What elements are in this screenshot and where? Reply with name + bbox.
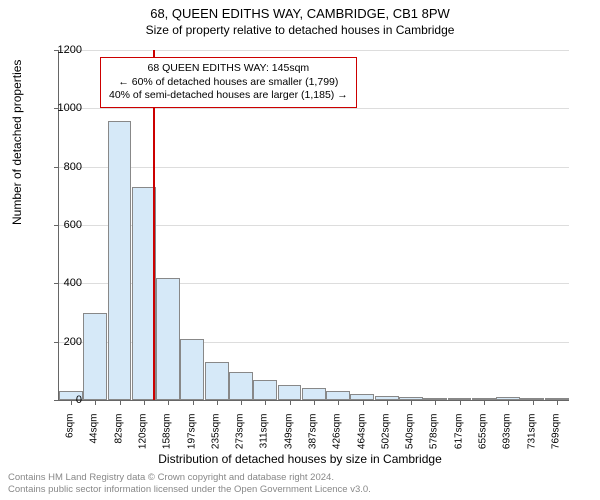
ytick-label: 600 [52,219,82,231]
xtick-mark [144,400,145,405]
xtick-label: 655sqm [478,414,489,464]
xtick-label: 273sqm [235,414,246,464]
y-axis-title: Number of detached properties [10,60,24,225]
xtick-label: 82sqm [113,414,124,464]
xtick-mark [290,400,291,405]
ytick-label: 1000 [52,102,82,114]
xtick-mark [168,400,169,405]
xtick-label: 158sqm [162,414,173,464]
xtick-label: 540sqm [405,414,416,464]
annotation-box: 68 QUEEN EDITHS WAY: 145sqm← 60% of deta… [100,57,357,108]
annotation-line3: 40% of semi-detached houses are larger (… [109,89,348,103]
xtick-mark [533,400,534,405]
xtick-label: 6sqm [65,414,76,464]
xtick-mark [193,400,194,405]
footer-attribution: Contains HM Land Registry data © Crown c… [8,472,371,496]
ytick-label: 800 [52,161,82,173]
xtick-label: 426sqm [332,414,343,464]
xtick-mark [508,400,509,405]
histogram-bar [229,372,253,400]
xtick-label: 120sqm [138,414,149,464]
histogram-bar [326,391,350,400]
histogram-bar [278,385,302,400]
footer-line2: Contains public sector information licen… [8,484,371,496]
xtick-label: 311sqm [259,414,270,464]
ytick-label: 0 [52,394,82,406]
annotation-line1: 68 QUEEN EDITHS WAY: 145sqm [109,62,348,76]
xtick-mark [557,400,558,405]
xtick-mark [363,400,364,405]
xtick-mark [338,400,339,405]
xtick-mark [411,400,412,405]
xtick-label: 197sqm [186,414,197,464]
xtick-mark [95,400,96,405]
annotation-line2: ← 60% of detached houses are smaller (1,… [109,76,348,90]
page-title: 68, QUEEN EDITHS WAY, CAMBRIDGE, CB1 8PW [0,0,600,21]
xtick-label: 693sqm [502,414,513,464]
xtick-mark [435,400,436,405]
xtick-mark [241,400,242,405]
histogram-bar [180,339,204,400]
xtick-label: 44sqm [89,414,100,464]
xtick-mark [314,400,315,405]
histogram-bar [156,278,180,401]
xtick-mark [217,400,218,405]
xtick-label: 769sqm [550,414,561,464]
xtick-mark [484,400,485,405]
xtick-mark [387,400,388,405]
histogram-bar [302,388,326,400]
ytick-label: 400 [52,277,82,289]
xtick-label: 731sqm [526,414,537,464]
xtick-label: 502sqm [380,414,391,464]
histogram-bar [253,380,277,400]
gridline [59,167,569,168]
ytick-label: 1200 [52,44,82,56]
histogram-bar [108,121,132,400]
page-subtitle: Size of property relative to detached ho… [0,21,600,37]
histogram-bar [83,313,107,401]
ytick-label: 200 [52,336,82,348]
xtick-mark [265,400,266,405]
gridline [59,108,569,109]
gridline [59,50,569,51]
histogram-bar [205,362,229,400]
xtick-label: 578sqm [429,414,440,464]
xtick-label: 387sqm [308,414,319,464]
xtick-label: 235sqm [210,414,221,464]
xtick-label: 617sqm [453,414,464,464]
xtick-mark [460,400,461,405]
xtick-label: 349sqm [283,414,294,464]
xtick-mark [120,400,121,405]
histogram-bar [132,187,156,400]
footer-line1: Contains HM Land Registry data © Crown c… [8,472,371,484]
xtick-label: 464sqm [356,414,367,464]
